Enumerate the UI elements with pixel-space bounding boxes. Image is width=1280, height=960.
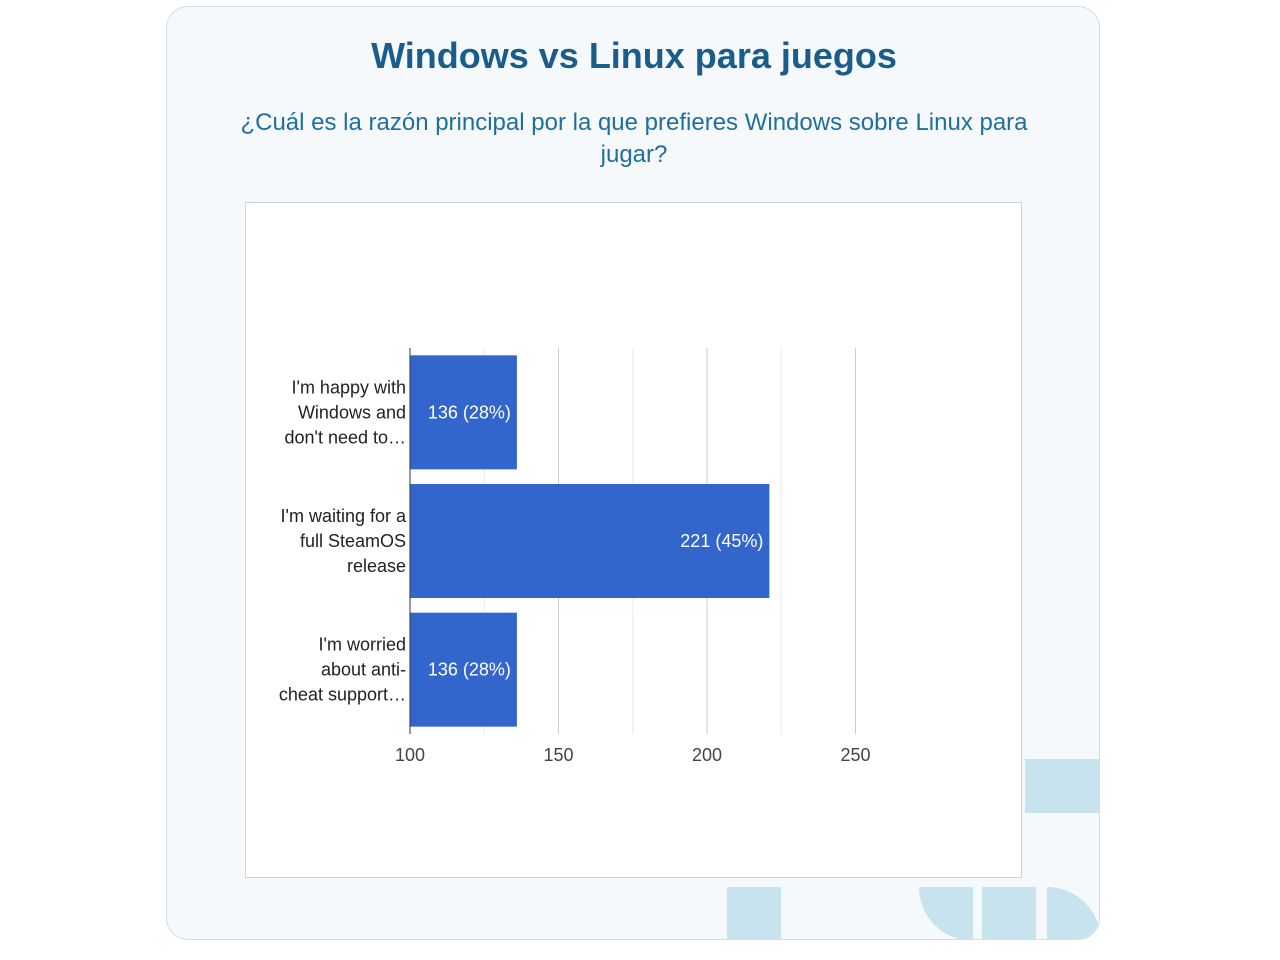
bar: [410, 612, 517, 727]
chart-panel: 100 150 200 250 136 (28%) I'm happy with Windo…: [245, 202, 1022, 878]
x-tick-label: 200: [692, 745, 722, 765]
page-title: Windows vs Linux para juegos: [371, 35, 897, 76]
bar-value-label: 136 (28%): [428, 660, 511, 680]
category-label: full SteamOS: [300, 531, 406, 551]
category-label: I'm happy with: [292, 377, 407, 397]
bar: [410, 355, 517, 470]
category-label: Windows and: [298, 402, 406, 422]
category-label: cheat support…: [279, 685, 406, 705]
x-tick-label: 100: [395, 745, 425, 765]
x-tick-label: 150: [543, 745, 573, 765]
category-label: about anti-: [321, 660, 406, 680]
x-tick-label: 250: [840, 745, 870, 765]
bar: [410, 484, 770, 598]
category-label: release: [347, 556, 406, 576]
category-label: I'm waiting for a: [281, 506, 407, 526]
survey-question: ¿Cuál es la razón principal por la que p…: [240, 109, 1028, 168]
survey-card: Windows vs Linux para juegos ¿Cuál es la…: [166, 6, 1100, 940]
bar-chart: 100 150 200 250 136 (28%) I'm happy with Windo…: [279, 348, 871, 765]
category-label: I'm worried: [319, 635, 406, 655]
bar-value-label: 136 (28%): [428, 402, 511, 422]
bar-value-label: 221 (45%): [680, 531, 763, 551]
category-label: don't need to…: [284, 427, 406, 447]
